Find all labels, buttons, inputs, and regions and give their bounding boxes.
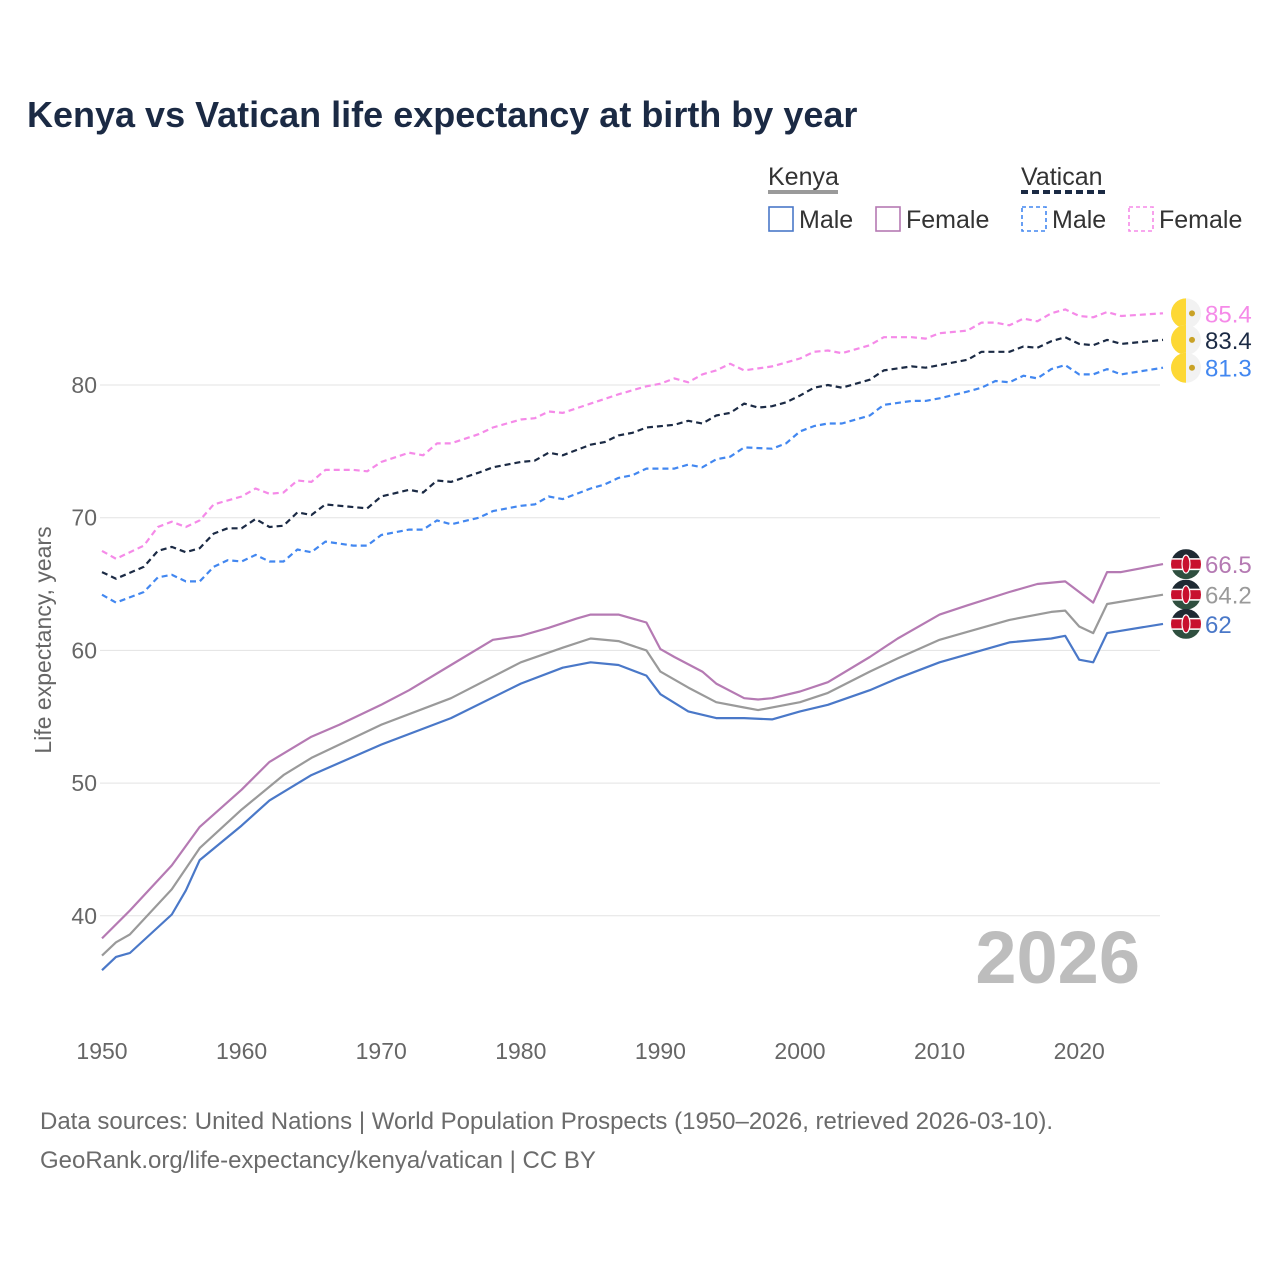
series-line-kenya-male	[101, 622, 1164, 971]
end-value-label: 64.2	[1205, 583, 1252, 610]
x-tick-label: 1980	[495, 1038, 546, 1064]
flag-emblem	[1189, 310, 1195, 317]
series-line-kenya-female	[101, 563, 1164, 940]
flag-yellow-half	[1171, 324, 1186, 355]
kenya-flag-icon	[1171, 579, 1201, 610]
x-tick-label: 1970	[356, 1038, 407, 1064]
flag-stripes	[1171, 549, 1201, 580]
y-axis-label: Life expectancy, years	[30, 526, 56, 753]
x-tick-label: 2010	[914, 1038, 965, 1064]
chart-title: Kenya vs Vatican life expectancy at birt…	[27, 94, 858, 135]
flag-emblem	[1189, 336, 1195, 343]
end-value-label: 81.3	[1205, 356, 1252, 383]
legend-vatican-male-label: Male	[1052, 206, 1106, 234]
legend-group-vatican: Vatican	[1021, 163, 1103, 191]
y-tick-label: 50	[71, 770, 97, 796]
x-tick-label: 1960	[216, 1038, 267, 1064]
stripe-green	[1171, 628, 1201, 639]
data-source-text: Data sources: United Nations | World Pop…	[40, 1108, 1054, 1135]
stripe-black	[1171, 549, 1201, 560]
legend-kenya-male-label: Male	[799, 206, 853, 234]
legend-vatican-male-swatch	[1021, 206, 1047, 232]
stripe-green	[1171, 599, 1201, 610]
flag-shield	[1181, 554, 1191, 574]
kenya-flag-icon	[1171, 608, 1201, 639]
flag-yellow-half	[1171, 352, 1186, 383]
flag-stripes	[1171, 608, 1201, 639]
kenya-flag-icon	[1171, 549, 1201, 580]
legend-vatican-female-swatch	[1128, 206, 1154, 232]
x-tick-label: 1990	[635, 1038, 686, 1064]
end-value-label: 66.5	[1205, 552, 1252, 579]
stripe-black	[1171, 608, 1201, 619]
legend-vatican-female-label: Female	[1159, 206, 1242, 234]
series-line-vatican-male	[101, 364, 1164, 604]
series-line-kenya	[101, 593, 1164, 957]
stripe-black	[1171, 579, 1201, 590]
flag-stripes	[1171, 579, 1201, 610]
flag-yellow-half	[1171, 298, 1186, 329]
year-watermark: 2026	[975, 916, 1140, 999]
y-tick-label: 40	[71, 903, 97, 929]
end-value-label: 85.4	[1205, 301, 1252, 328]
legend-kenya-male-swatch	[768, 206, 794, 232]
flag-emblem	[1189, 364, 1195, 371]
legend-kenya-female-swatch	[875, 206, 901, 232]
x-tick-label: 2000	[774, 1038, 825, 1064]
legend-kenya-female-label: Female	[906, 206, 989, 234]
attribution-link[interactable]: GeoRank.org/life-expectancy/kenya/vatica…	[40, 1147, 596, 1174]
series-line-vatican	[101, 336, 1164, 580]
flag-shield	[1181, 614, 1191, 634]
end-value-label: 62	[1205, 612, 1232, 639]
flag-shield	[1181, 585, 1191, 605]
x-tick-label: 1950	[76, 1038, 127, 1064]
x-tick-label: 2020	[1054, 1038, 1105, 1064]
end-value-label: 83.4	[1205, 328, 1252, 355]
y-tick-label: 70	[71, 505, 97, 531]
y-tick-label: 80	[71, 372, 97, 398]
vatican-flag-icon	[1171, 324, 1201, 355]
y-tick-label: 60	[71, 637, 97, 663]
series-line-vatican-female	[101, 308, 1164, 560]
stripe-green	[1171, 569, 1201, 580]
legend-group-kenya: Kenya	[768, 163, 839, 191]
vatican-flag-icon	[1171, 298, 1201, 329]
vatican-flag-icon	[1171, 352, 1201, 383]
